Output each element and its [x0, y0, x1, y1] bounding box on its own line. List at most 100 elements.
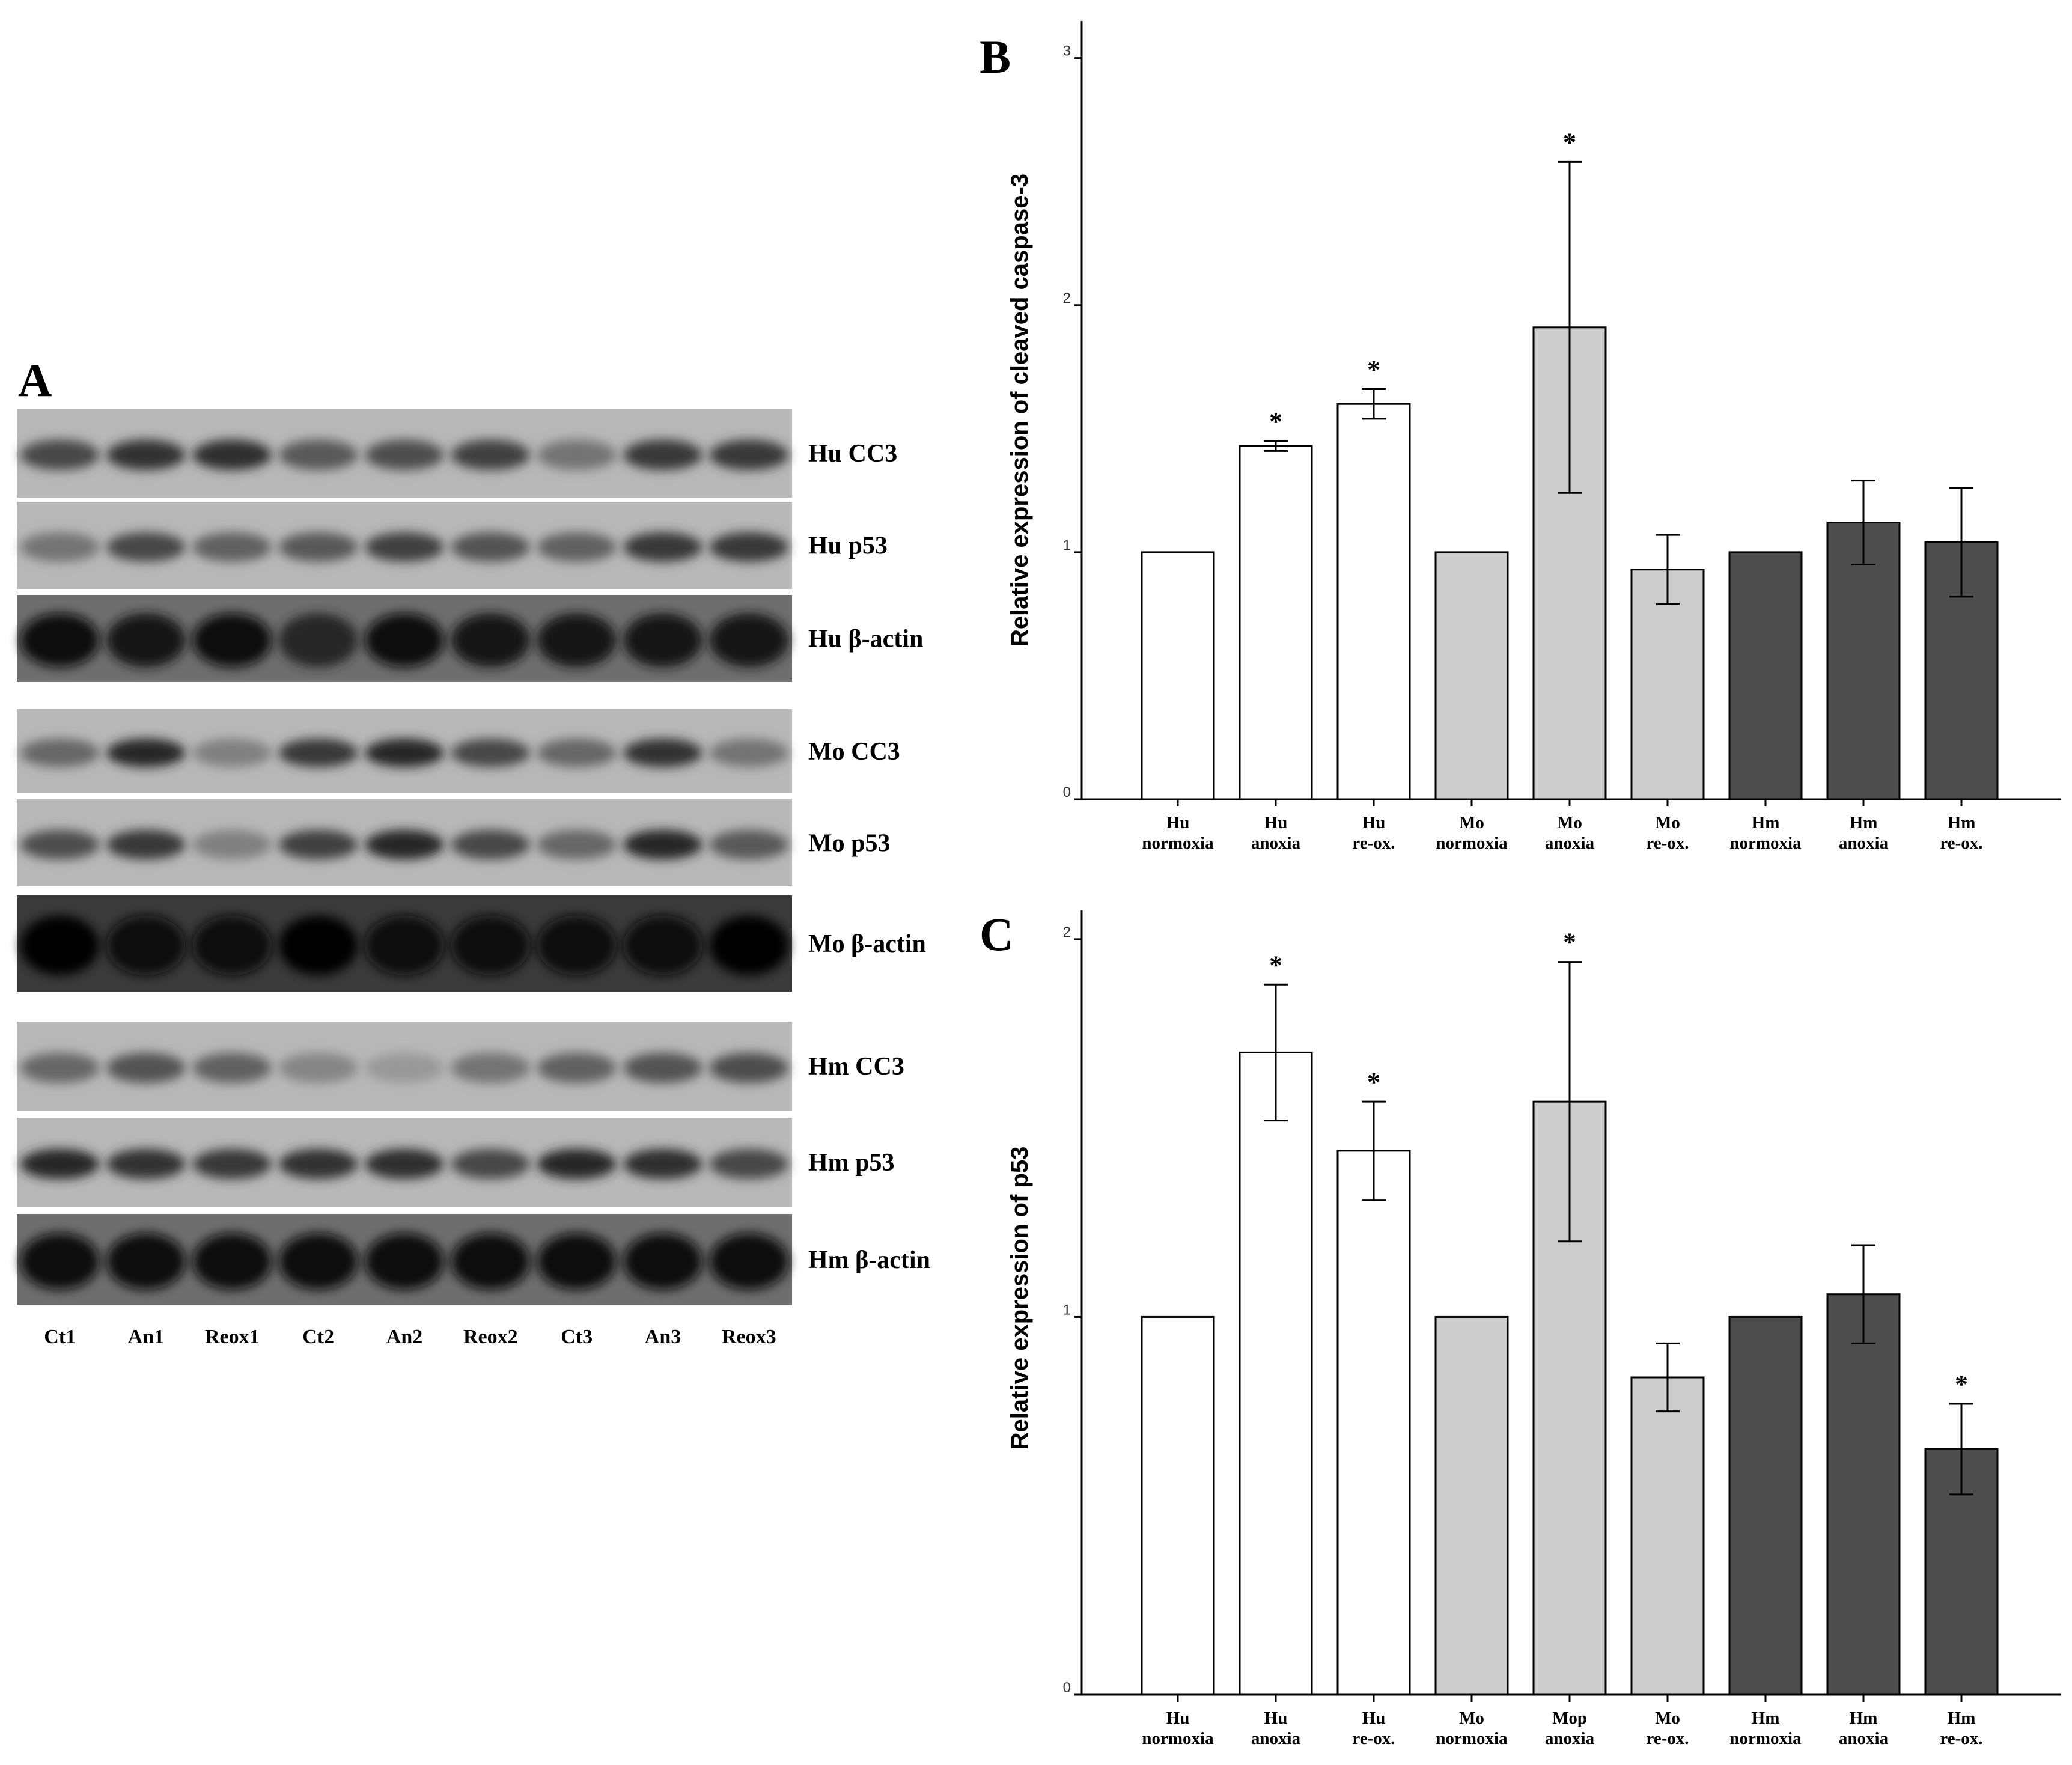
blot-band — [537, 915, 617, 975]
blot-band — [623, 829, 702, 860]
blot-band — [451, 1052, 531, 1084]
x-tick-label: Mo — [1655, 813, 1680, 832]
x-tick-label: re-ox. — [1352, 1729, 1395, 1748]
x-tick-label: re-ox. — [1940, 834, 1982, 853]
blot-band — [192, 613, 272, 668]
x-tick-label: Hu — [1166, 1709, 1190, 1728]
x-tick-label: Hm — [1850, 1709, 1878, 1728]
blot-band — [20, 613, 100, 668]
blot-band — [278, 439, 358, 471]
blot-band — [106, 439, 186, 471]
blot-band — [537, 1148, 617, 1180]
y-axis-label: Relative expression of p53 — [1007, 1147, 1033, 1450]
bar — [1239, 1051, 1313, 1696]
bar — [1434, 1315, 1509, 1696]
blot-band — [106, 1052, 186, 1084]
bar — [1141, 1315, 1215, 1696]
blot-band — [20, 1233, 100, 1290]
x-tick-label: normoxia — [1729, 1729, 1802, 1748]
blot-row-label: Hu CC3 — [808, 440, 897, 468]
y-tick-label: 3 — [1063, 43, 1071, 59]
blot-band — [365, 1052, 444, 1084]
blot-row: Mo β-actin — [17, 895, 926, 992]
x-tick-label: Hm — [1948, 1709, 1976, 1728]
bar — [1336, 403, 1411, 800]
blot-band — [709, 532, 789, 562]
blot-band — [20, 829, 100, 860]
x-tick-label: re-ox. — [1646, 1729, 1689, 1748]
x-tick-label: Hu — [1264, 813, 1288, 832]
y-tick-label: 2 — [1063, 290, 1071, 306]
panel-c-letter: C — [980, 908, 1014, 960]
x-tick-label: re-ox. — [1940, 1729, 1982, 1748]
blot-row: Hm β-actin — [17, 1214, 930, 1305]
x-tick-label: Mo — [1459, 813, 1484, 832]
blot-band — [192, 739, 272, 767]
x-tick-label: Mo — [1655, 1709, 1680, 1728]
x-tick-label: normoxia — [1142, 1729, 1214, 1748]
blot-band — [278, 1233, 358, 1290]
blot-lane-label: Reox3 — [722, 1326, 776, 1348]
blot-band — [106, 1233, 186, 1290]
x-tick-label: Hu — [1264, 1709, 1288, 1728]
bar — [1728, 551, 1803, 800]
x-tick-label: normoxia — [1729, 834, 1802, 853]
blot-rows: Hu CC3 Hu p53 Hu β-actin Mo CC3 Mo p53 Mo β-a… — [17, 409, 930, 1305]
blot-band — [709, 1052, 789, 1084]
significance-star: * — [1955, 1370, 1968, 1399]
blot-row-label: Mo p53 — [808, 830, 891, 858]
blot-band — [106, 1148, 186, 1180]
blot-band — [365, 1148, 444, 1180]
blot-band — [451, 915, 531, 975]
significance-star: * — [1269, 407, 1282, 436]
x-tick-label: anoxia — [1545, 1729, 1595, 1748]
blot-row-label: Hu p53 — [808, 532, 888, 560]
blot-lane-label: Reox2 — [463, 1326, 518, 1348]
blot-band — [192, 1233, 272, 1290]
x-tick-label: Hu — [1362, 1709, 1386, 1728]
x-tick-label: Mo — [1557, 813, 1582, 832]
x-tick-label: normoxia — [1142, 834, 1214, 853]
blot-row: Mo CC3 — [17, 709, 900, 793]
blot-row: Hu β-actin — [17, 595, 923, 682]
blot-band — [623, 1233, 702, 1290]
blot-band — [365, 829, 444, 860]
blot-band — [278, 532, 358, 562]
bar — [1826, 1293, 1901, 1696]
x-tick-label: Hm — [1948, 813, 1976, 832]
x-tick-label: anoxia — [1251, 1729, 1301, 1748]
x-tick-label: anoxia — [1545, 834, 1595, 853]
blot-band — [20, 915, 100, 975]
x-tick-label: re-ox. — [1646, 834, 1689, 853]
blot-band — [623, 915, 702, 975]
blot-band — [451, 829, 531, 860]
blot-band — [106, 739, 186, 767]
blot-band — [709, 1148, 789, 1180]
blot-band — [106, 613, 186, 668]
blot-band — [192, 532, 272, 562]
panel-b-letter: B — [980, 31, 1011, 83]
blot-band — [106, 915, 186, 975]
blot-band — [451, 613, 531, 668]
blot-row-label: Hu β-actin — [808, 626, 923, 653]
blot-row: Hm p53 — [17, 1118, 895, 1207]
blot-band — [709, 829, 789, 860]
blot-band — [278, 1052, 358, 1084]
blot-band — [623, 739, 702, 767]
blot-band — [365, 915, 444, 975]
x-tick-label: normoxia — [1436, 834, 1508, 853]
blot-band — [451, 439, 531, 471]
x-tick-label: anoxia — [1839, 834, 1889, 853]
blot-row: Mo p53 — [17, 799, 891, 886]
blot-row-label: Mo β-actin — [808, 930, 926, 958]
blot-band — [537, 1233, 617, 1290]
x-tick-label: normoxia — [1436, 1729, 1508, 1748]
blot-band — [365, 1233, 444, 1290]
blot-band — [709, 915, 789, 975]
bar — [1239, 445, 1313, 800]
blot-band — [278, 829, 358, 860]
blot-row-label: Hm p53 — [808, 1149, 895, 1177]
y-tick-label: 0 — [1063, 784, 1071, 800]
blot-band — [623, 439, 702, 471]
x-tick-label: re-ox. — [1352, 834, 1395, 853]
